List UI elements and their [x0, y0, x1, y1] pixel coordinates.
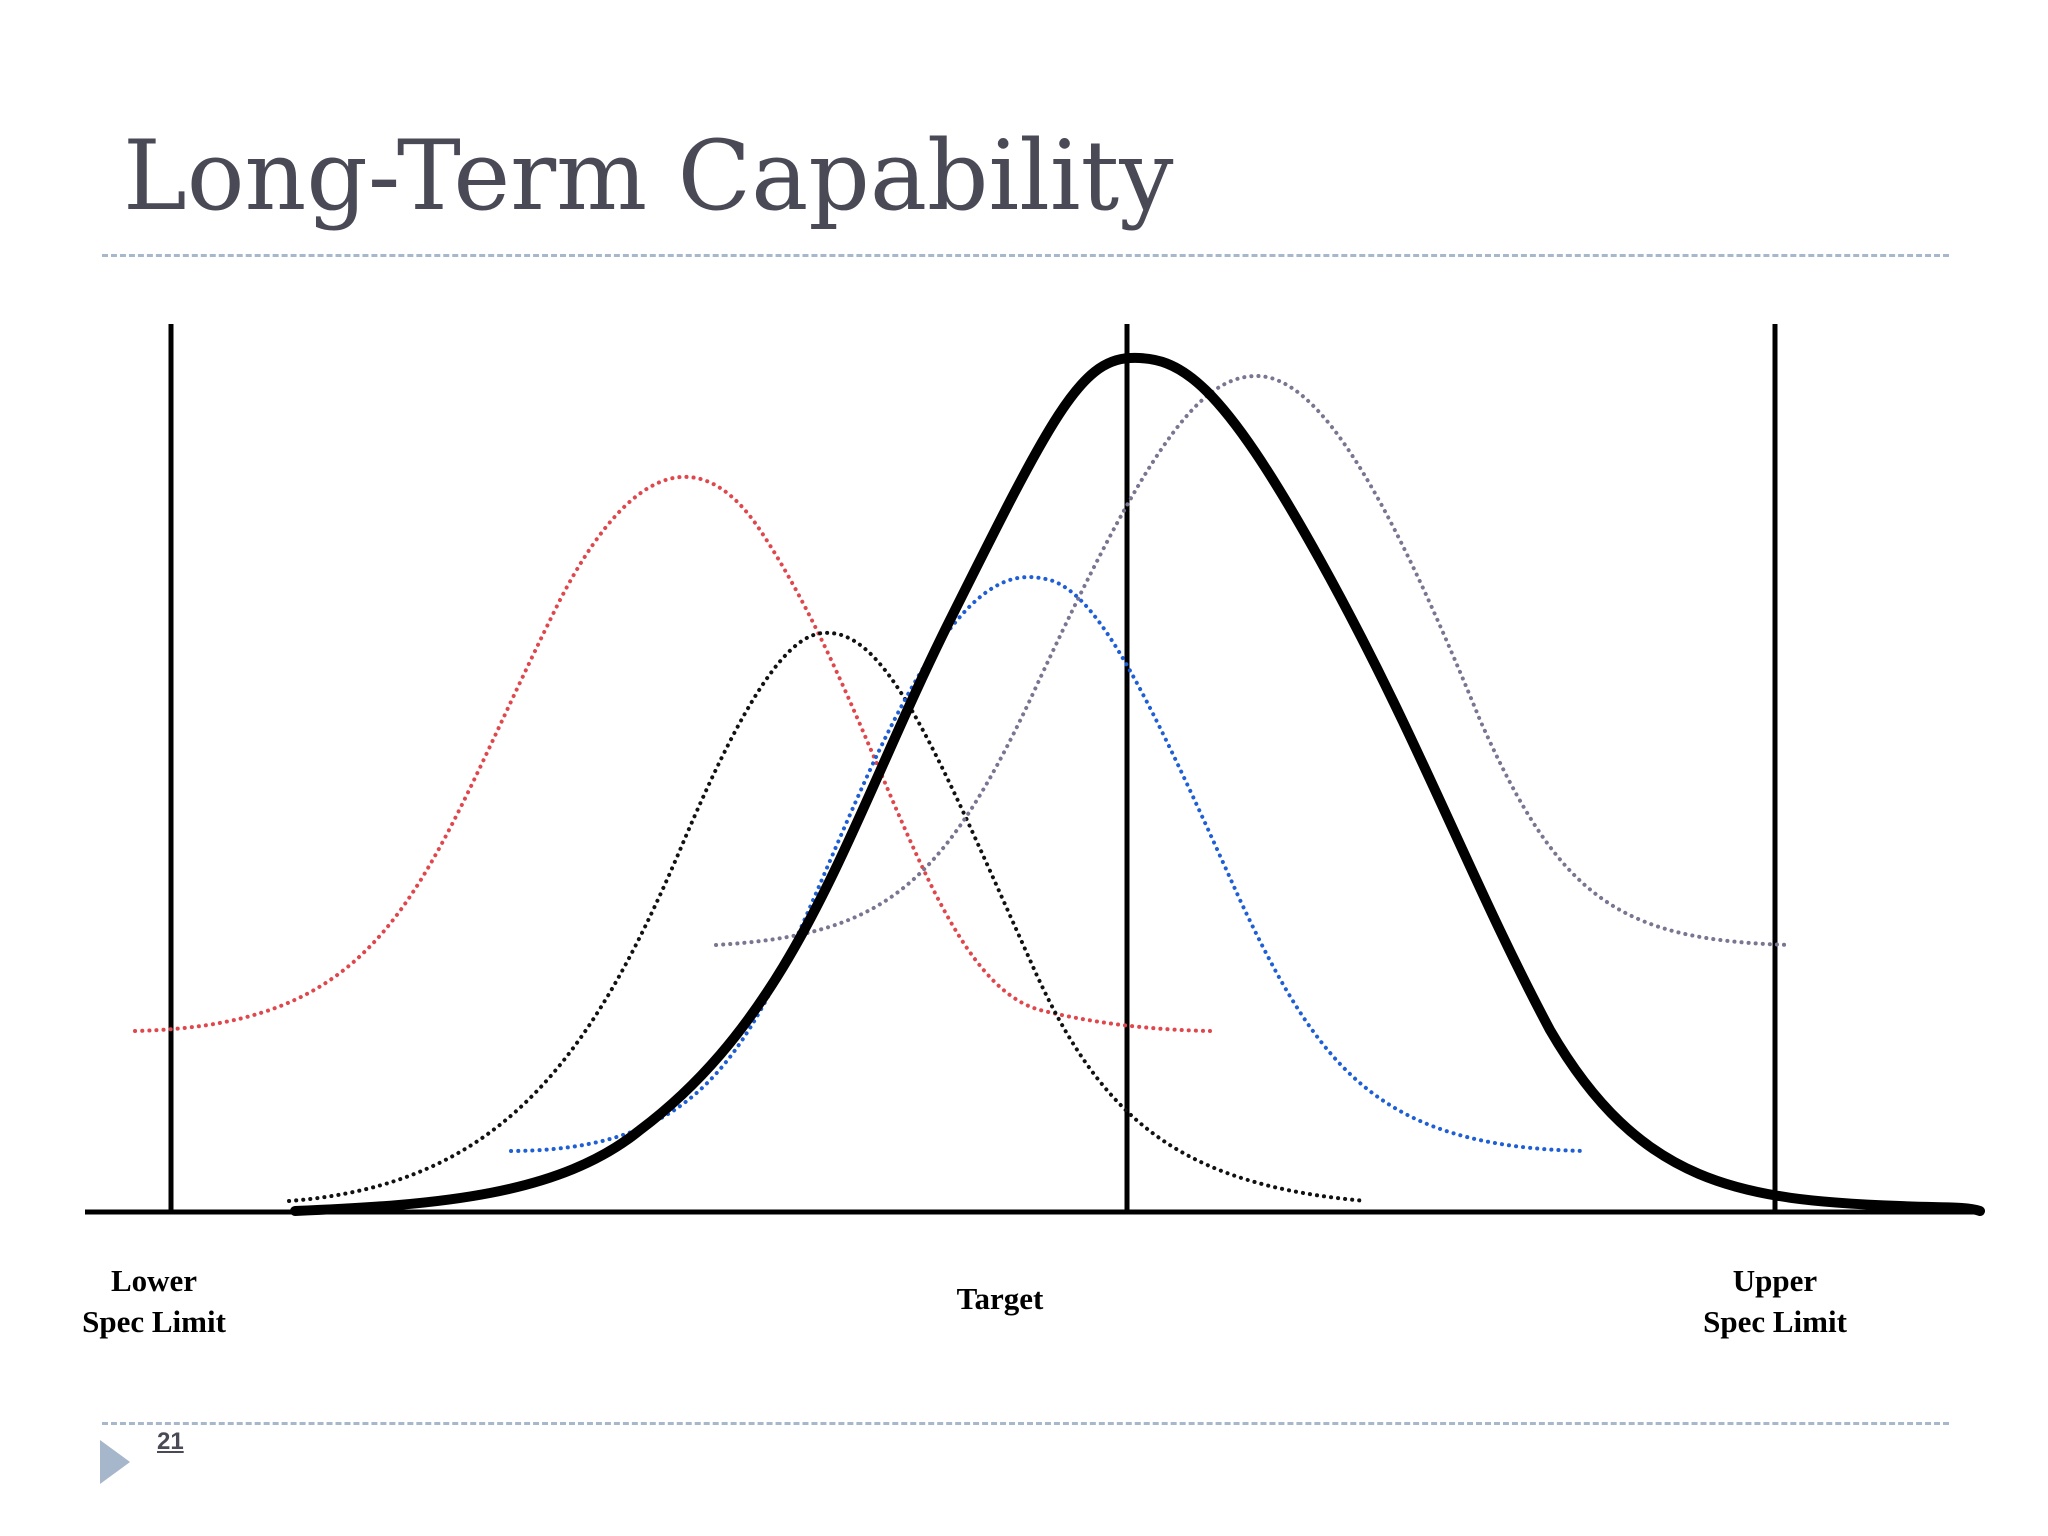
blue-subgroup-curve: [509, 575, 1587, 1153]
long-term-distribution-curve: [290, 352, 1985, 1216]
lower-spec-limit-label: Lower Spec Limit: [82, 1263, 226, 1339]
triangle-right-icon: [100, 1440, 130, 1484]
gray-subgroup-curve: [714, 373, 1792, 947]
red-subgroup-curve: [133, 475, 1212, 1033]
footer-divider: [102, 1422, 1949, 1425]
slide-title: Long-Term Capability: [123, 120, 1174, 232]
black-subgroup-curve: [287, 630, 1368, 1203]
page-number: 21: [157, 1428, 184, 1455]
upper-spec-limit-label: Upper Spec Limit: [1703, 1263, 1847, 1339]
target-label: Target: [956, 1281, 1044, 1316]
title-divider: [102, 254, 1949, 257]
